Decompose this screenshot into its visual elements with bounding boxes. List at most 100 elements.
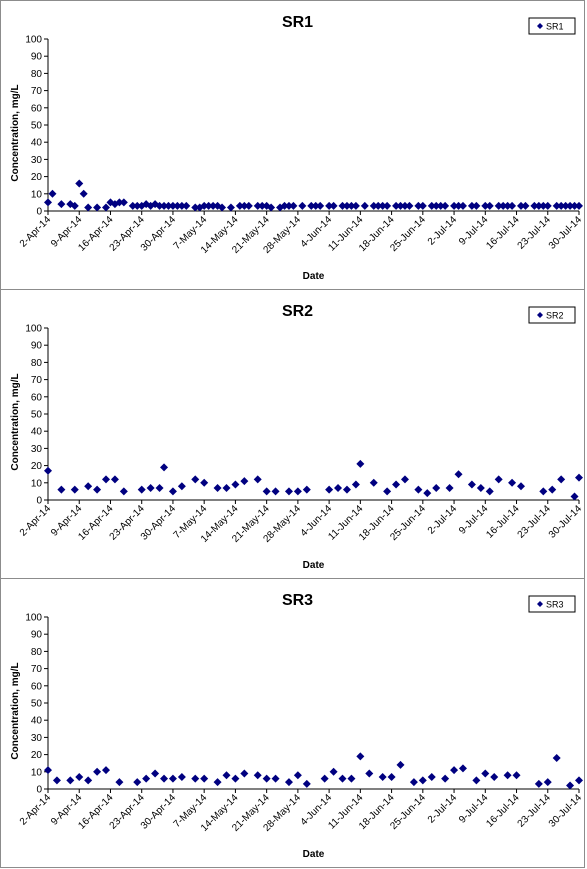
data-point: [347, 201, 356, 210]
data-point: [512, 771, 521, 780]
data-point: [102, 475, 111, 484]
data-point: [347, 774, 356, 783]
y-tick-label: 100: [25, 35, 42, 46]
y-tick-label: 40: [31, 427, 43, 438]
y-tick-label: 60: [31, 103, 43, 114]
data-point: [302, 779, 311, 788]
data-point: [418, 776, 427, 785]
data-point: [320, 774, 329, 783]
data-point: [454, 470, 463, 479]
y-tick-label: 80: [31, 358, 43, 369]
data-point: [494, 475, 503, 484]
data-point: [102, 766, 111, 775]
data-point: [115, 778, 124, 787]
data-point: [378, 201, 387, 210]
data-point: [93, 767, 102, 776]
data-point: [133, 201, 142, 210]
data-point: [164, 201, 173, 210]
data-point: [155, 483, 164, 492]
data-point: [173, 201, 182, 210]
data-point: [44, 466, 52, 475]
data-point: [119, 198, 128, 207]
data-point: [110, 475, 119, 484]
data-point: [378, 772, 387, 781]
data-point: [342, 201, 351, 210]
data-point: [302, 485, 311, 494]
data-point: [490, 772, 499, 781]
data-point: [240, 201, 249, 210]
data-point: [409, 778, 418, 787]
data-point: [293, 771, 302, 780]
data-point: [338, 201, 347, 210]
data-point: [543, 778, 552, 787]
data-point: [271, 487, 280, 496]
data-point: [329, 767, 338, 776]
data-point: [267, 203, 276, 212]
data-point: [396, 760, 405, 769]
data-point: [204, 201, 213, 210]
data-point: [262, 774, 271, 783]
data-point: [119, 487, 128, 496]
data-point: [369, 478, 378, 487]
data-point: [48, 189, 57, 198]
data-point: [543, 201, 552, 210]
data-point: [191, 475, 200, 484]
data-point: [516, 482, 525, 491]
data-point: [392, 201, 401, 210]
chart-panel-3: SR3 Concentration, mg/L Date 0 10 20 30 40 50 60 7…: [0, 578, 585, 868]
data-point: [70, 201, 79, 210]
data-point: [307, 201, 316, 210]
chart-svg-2: SR2 Concentration, mg/L Date 0 10 20 30 40 50 60 7…: [10, 303, 584, 571]
data-point: [155, 201, 164, 210]
legend-label: SR3: [546, 600, 564, 610]
data-point: [418, 201, 427, 210]
x-tick-label: 30-Jul-14: [547, 214, 585, 252]
y-tick-label: 30: [31, 733, 43, 744]
y-tick-label: 10: [31, 478, 43, 489]
data-point: [75, 772, 84, 781]
data-point: [253, 771, 262, 780]
data-point: [262, 487, 271, 496]
legend: SR3: [528, 595, 576, 613]
y-tick-label: 40: [31, 716, 43, 727]
data-point: [392, 480, 401, 489]
data-point: [534, 779, 543, 788]
data-point: [445, 483, 454, 492]
data-point: [530, 201, 539, 210]
data-point: [351, 480, 360, 489]
y-tick-label: 90: [31, 341, 43, 352]
legend-box: [528, 595, 576, 613]
y-tick-label: 20: [31, 461, 43, 472]
data-point: [293, 487, 302, 496]
y-tick-label: 50: [31, 410, 43, 421]
data-point: [213, 778, 222, 787]
y-tick-label: 0: [36, 496, 42, 507]
x-tick-label: 23-Jul-14: [516, 214, 554, 252]
y-tick-label: 80: [31, 69, 43, 80]
data-point: [432, 483, 441, 492]
data-point: [151, 769, 160, 778]
data-point: [427, 201, 436, 210]
y-tick-label: 100: [25, 324, 42, 335]
data-point: [472, 201, 481, 210]
data-point: [405, 201, 414, 210]
data-point: [284, 487, 293, 496]
data-point: [508, 201, 517, 210]
y-tick-label: 70: [31, 375, 43, 386]
data-point: [102, 203, 111, 212]
data-point: [387, 772, 396, 781]
data-point: [137, 485, 146, 494]
data-point: [79, 189, 88, 198]
data-point: [191, 203, 200, 212]
data-point: [450, 201, 459, 210]
chart-svg-3: SR3 Concentration, mg/L Date 0 10 20 30 40 50 60 7…: [10, 592, 584, 860]
data-point: [84, 203, 93, 212]
y-tick-label: 10: [31, 189, 43, 200]
data-point: [458, 201, 467, 210]
data-point: [128, 201, 137, 210]
data-point: [575, 473, 583, 482]
data-point: [325, 485, 334, 494]
data-point: [499, 201, 508, 210]
data-point: [414, 201, 423, 210]
